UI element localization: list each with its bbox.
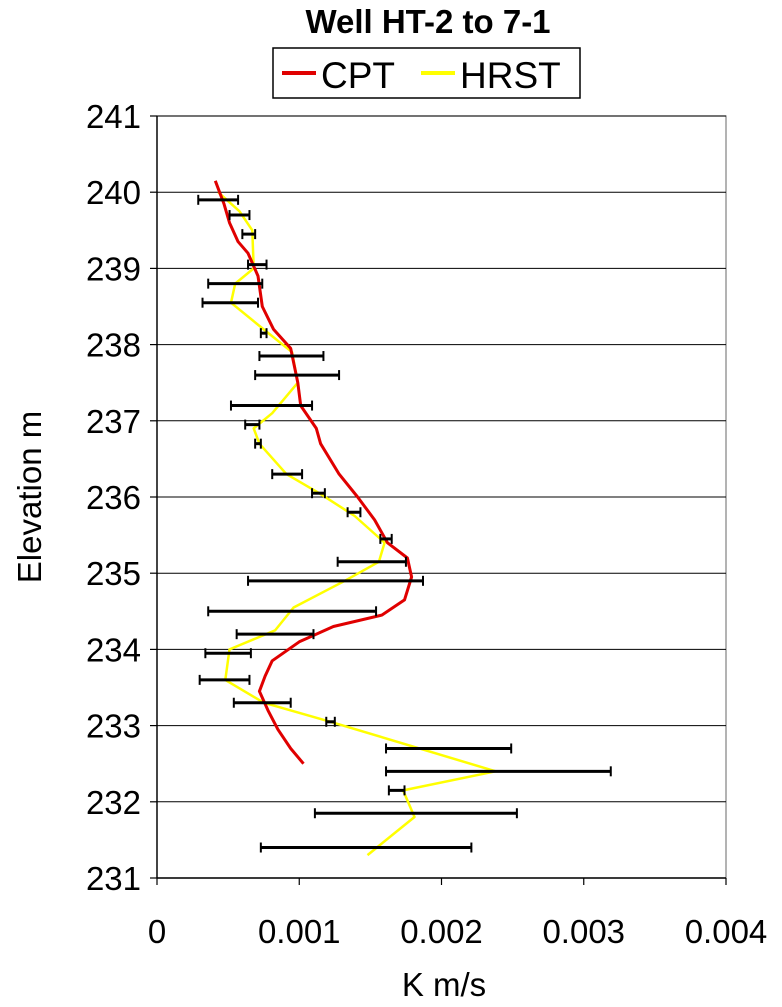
error-bar xyxy=(311,488,326,499)
series-layer xyxy=(213,180,497,857)
error-bar xyxy=(254,438,262,449)
error-bar xyxy=(207,606,378,617)
y-tick-label: 232 xyxy=(86,784,141,821)
legend: CPT HRST xyxy=(272,47,581,99)
y-tick-label: 233 xyxy=(86,708,141,745)
x-tick-label: 0.002 xyxy=(400,913,483,950)
y-tick-label: 236 xyxy=(86,479,141,516)
x-tick-label: 0.004 xyxy=(685,913,768,950)
error-bar xyxy=(259,842,473,853)
legend-label-hrst: HRST xyxy=(460,55,561,96)
error-bar xyxy=(229,400,314,411)
error-bar xyxy=(207,278,264,289)
error-bar xyxy=(387,785,406,796)
error-bar xyxy=(241,229,257,240)
error-bar xyxy=(201,297,259,308)
error-bar xyxy=(336,556,407,567)
y-tick-label: 231 xyxy=(86,860,141,897)
y-tick-label: 240 xyxy=(86,174,141,211)
error-bar xyxy=(232,697,292,708)
error-bar xyxy=(259,328,268,339)
error-bar xyxy=(247,259,268,270)
y-tick-label: 239 xyxy=(86,250,141,287)
error-bar xyxy=(385,766,612,777)
series-line-hrst xyxy=(217,191,497,857)
error-bar xyxy=(258,351,325,362)
error-bar xyxy=(385,743,513,754)
x-tick-label: 0 xyxy=(148,913,166,950)
y-tick-label: 235 xyxy=(86,555,141,592)
error-bar xyxy=(235,629,315,640)
y-tick-label: 238 xyxy=(86,327,141,364)
chart-title: Well HT-2 to 7-1 xyxy=(305,3,550,40)
errorbar-layer xyxy=(197,194,612,853)
y-axis-title: Elevation m xyxy=(11,411,48,583)
error-bar xyxy=(204,648,252,659)
error-bar xyxy=(197,194,240,205)
error-bar xyxy=(313,808,518,819)
x-tick-label: 0.003 xyxy=(542,913,625,950)
x-tick-label: 0.001 xyxy=(258,913,341,950)
error-bar xyxy=(346,507,362,518)
y-tick-label: 237 xyxy=(86,403,141,440)
error-bar xyxy=(228,210,251,221)
y-axis: 231 232 233 234 235 236 237 238 239 240 241 xyxy=(86,98,158,897)
y-tick-label: 241 xyxy=(86,98,141,135)
series-line-cpt xyxy=(213,180,414,765)
x-axis-title: K m/s xyxy=(402,966,486,1003)
error-bar xyxy=(271,469,304,480)
y-tick-label: 234 xyxy=(86,631,141,668)
x-axis: 0 0.001 0.002 0.003 0.004 xyxy=(148,877,768,950)
error-bar xyxy=(325,716,336,727)
error-bar xyxy=(254,370,341,381)
error-bar xyxy=(198,674,251,685)
error-bar xyxy=(379,533,393,544)
error-bar xyxy=(244,419,261,430)
legend-label-cpt: CPT xyxy=(321,55,395,96)
error-bar xyxy=(247,575,425,586)
